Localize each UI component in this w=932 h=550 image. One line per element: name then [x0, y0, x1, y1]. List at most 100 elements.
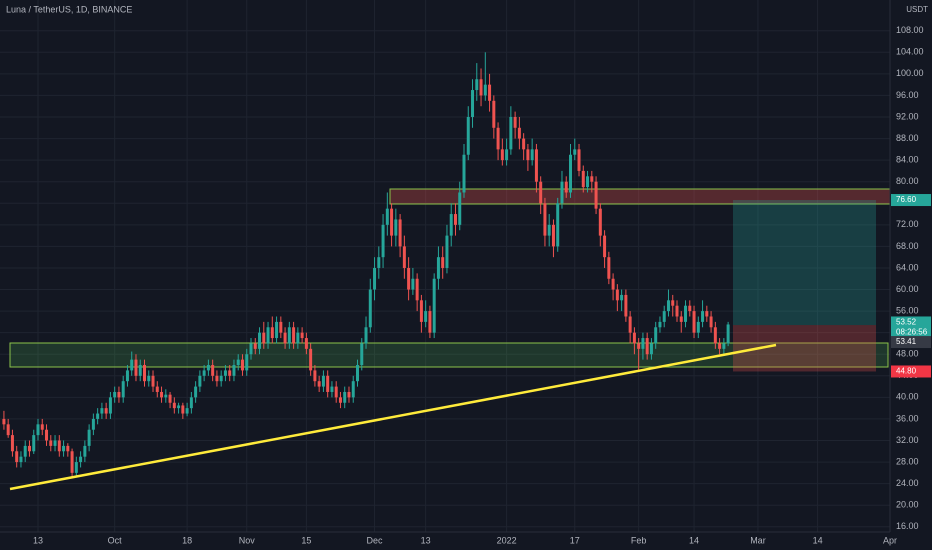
candle-body: [483, 84, 487, 96]
candle-body: [594, 181, 598, 209]
x-tick-label: 14: [813, 535, 823, 545]
candle-body: [458, 192, 462, 225]
candle-body: [168, 394, 172, 403]
candle-body: [509, 116, 513, 150]
y-tick-label: 88.00: [896, 133, 919, 143]
candle-body: [317, 381, 321, 387]
candle-body: [66, 445, 70, 452]
candle-body: [266, 327, 270, 344]
stop-tag-bg: [891, 365, 931, 378]
candle-body: [407, 267, 411, 290]
candle-body: [692, 311, 696, 333]
candle-body: [279, 321, 283, 333]
candle-body: [402, 246, 406, 268]
candle-body: [23, 445, 27, 457]
candle-body: [121, 381, 125, 398]
y-tick-label: 20.00: [896, 500, 919, 510]
y-tick-label: 40.00: [896, 392, 919, 402]
candle-body: [70, 451, 74, 473]
x-tick-label: 18: [182, 535, 192, 545]
y-tick-label: 100.00: [896, 68, 924, 78]
candle-body: [590, 176, 594, 182]
candle-body: [194, 386, 198, 398]
candle-body: [202, 370, 206, 376]
candle-body: [684, 305, 688, 322]
candle-body: [36, 424, 40, 436]
candle-body: [466, 116, 470, 155]
candle-body: [334, 386, 338, 398]
candle-body: [32, 435, 36, 452]
candle-body: [198, 375, 202, 387]
y-tick-label: 24.00: [896, 478, 919, 488]
candle-body: [615, 289, 619, 301]
x-tick-label: 13: [421, 535, 431, 545]
candle-body: [321, 375, 325, 387]
candle-body: [258, 332, 262, 349]
x-tick-label: 17: [570, 535, 580, 545]
candle-body: [620, 294, 624, 301]
candle-body: [181, 405, 185, 414]
candle-body: [113, 391, 117, 398]
candle-body: [130, 359, 134, 371]
target-tag-bg: [891, 194, 931, 207]
candle-body: [275, 321, 279, 339]
candle-body: [40, 424, 44, 430]
y-tick-label: 60.00: [896, 284, 919, 294]
candle-body: [240, 359, 244, 371]
candle-body: [573, 149, 577, 155]
candle-body: [283, 332, 287, 344]
candle-body: [338, 397, 342, 403]
last-price-tag: 53.52: [896, 318, 917, 327]
last-price-tag-bg: [891, 316, 931, 339]
candle-body: [287, 327, 291, 344]
candle-body: [705, 311, 709, 317]
candle-body: [309, 348, 313, 371]
candle-body: [177, 405, 181, 409]
candle-body: [415, 278, 419, 301]
y-tick-label: 92.00: [896, 111, 919, 121]
candle-body: [223, 370, 227, 376]
candle-body: [19, 456, 23, 463]
candle-body: [394, 219, 398, 236]
candle-body: [189, 397, 193, 409]
candle-body: [547, 224, 551, 236]
candle-body: [45, 429, 49, 441]
candle-body: [330, 386, 334, 392]
candle-body: [517, 127, 521, 139]
candle-body: [543, 203, 547, 236]
candle-body: [526, 149, 530, 161]
candle-body: [701, 311, 705, 322]
candle-body: [211, 365, 215, 376]
candle-body: [147, 375, 151, 382]
candle-body: [134, 359, 138, 376]
candle-body: [696, 321, 700, 333]
x-tick-label: Mar: [750, 535, 766, 545]
candle-body: [206, 365, 210, 371]
candle-body: [679, 316, 683, 322]
y-tick-label: 68.00: [896, 241, 919, 251]
candle-body: [164, 394, 168, 398]
candle-body: [539, 181, 543, 204]
candle-body: [398, 219, 402, 247]
candle-body: [560, 181, 564, 204]
candle-body: [381, 224, 385, 258]
x-tick-label: Feb: [631, 535, 647, 545]
candle-body: [675, 305, 679, 317]
candle-body: [569, 154, 572, 193]
candle-body: [87, 429, 91, 446]
candle-body: [300, 332, 304, 339]
candle-body: [654, 327, 658, 344]
target-tag: 76.60: [896, 195, 917, 204]
stop-tag: 44.80: [896, 367, 917, 376]
y-tick-label: 84.00: [896, 155, 919, 165]
candle-body: [577, 149, 581, 171]
candle-body: [360, 343, 364, 366]
candle-body: [313, 370, 317, 382]
candle-body: [377, 257, 381, 268]
y-tick-label: 80.00: [896, 176, 919, 186]
candle-body: [666, 300, 670, 312]
entry-tag: 53.41: [896, 337, 917, 346]
countdown: 08:26:56: [896, 328, 928, 337]
y-tick-label: 28.00: [896, 456, 919, 466]
candle-body: [49, 440, 53, 446]
